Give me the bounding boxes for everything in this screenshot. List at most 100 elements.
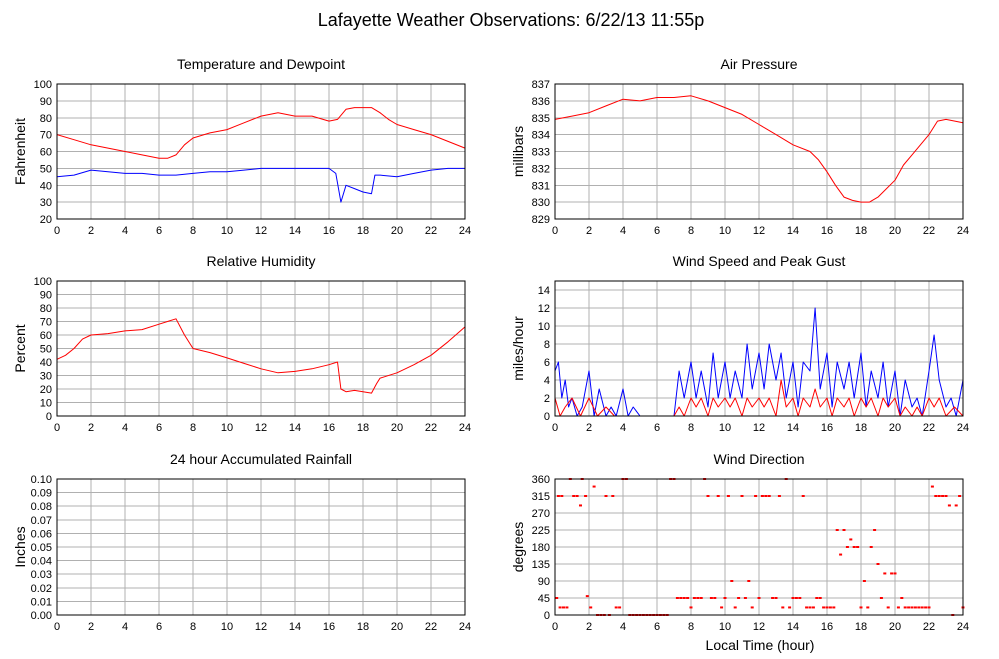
x-tick-label: 18	[357, 422, 369, 434]
x-tick-label: 16	[821, 225, 833, 237]
x-tick-label: 12	[753, 225, 765, 237]
direction-point	[944, 495, 948, 497]
y-tick-label: 100	[34, 276, 52, 288]
direction-point	[750, 606, 754, 609]
y-tick-label: 60	[40, 147, 52, 159]
y-tick-label: 12	[538, 303, 550, 315]
x-tick-label: 14	[787, 422, 799, 434]
y-tick-label: 831	[532, 180, 550, 192]
direction-point	[924, 606, 928, 609]
direction-point	[696, 597, 700, 599]
x-tick-label: 6	[654, 621, 660, 633]
y-tick-label: 0.00	[31, 610, 52, 622]
direction-point	[873, 529, 877, 531]
x-tick-label: 6	[156, 621, 162, 633]
direction-point	[733, 606, 737, 609]
x-tick-label: 8	[190, 225, 196, 237]
y-tick-label: 0.01	[31, 596, 52, 608]
y-tick-label: 0.08	[31, 501, 52, 513]
x-tick-label: 20	[889, 225, 901, 237]
x-tick-label: 18	[855, 422, 867, 434]
x-tick-label: 18	[855, 621, 867, 633]
direction-point	[849, 538, 853, 541]
direction-point	[811, 606, 815, 609]
y-tick-label: 40	[40, 357, 52, 369]
series-line-1	[56, 167, 465, 203]
direction-point	[947, 504, 951, 507]
panel-title: Air Pressure	[720, 56, 797, 72]
y-axis-label: Inches	[12, 526, 28, 567]
direction-point	[730, 580, 734, 582]
y-tick-label: 0.02	[31, 583, 52, 595]
x-tick-label: 6	[654, 225, 660, 237]
direction-point	[920, 606, 924, 609]
x-tick-label: 4	[620, 225, 626, 237]
x-tick-label: 2	[586, 225, 592, 237]
direction-point	[692, 597, 696, 599]
direction-point	[592, 485, 596, 488]
direction-point	[852, 546, 856, 548]
x-tick-label: 6	[156, 422, 162, 434]
direction-point	[791, 597, 795, 599]
y-tick-label: 20	[40, 214, 52, 226]
x-tick-label: 0	[54, 225, 60, 237]
y-tick-label: 0.06	[31, 528, 52, 540]
x-tick-label: 0	[54, 621, 60, 633]
y-tick-label: 0.03	[31, 569, 52, 581]
x-tick-label: 24	[957, 422, 969, 434]
direction-point	[859, 606, 863, 609]
y-tick-label: 10	[40, 398, 52, 410]
x-tick-label: 20	[391, 422, 403, 434]
x-tick-label: 0	[552, 621, 558, 633]
y-tick-label: 70	[40, 130, 52, 142]
y-tick-label: 836	[532, 96, 550, 108]
direction-point	[555, 597, 559, 599]
y-tick-label: 20	[40, 384, 52, 396]
direction-point	[845, 546, 849, 548]
x-tick-label: 20	[889, 422, 901, 434]
x-tick-label: 12	[753, 621, 765, 633]
x-tick-label: 8	[688, 621, 694, 633]
direction-point	[589, 606, 593, 609]
x-tick-label: 16	[323, 225, 335, 237]
direction-point	[699, 597, 703, 599]
direction-point	[774, 597, 778, 599]
plot-frame	[56, 83, 466, 220]
direction-point	[910, 606, 914, 609]
panel-title: Relative Humidity	[207, 253, 316, 269]
direction-point	[558, 606, 562, 609]
direction-point	[579, 504, 582, 507]
y-tick-label: 90	[40, 96, 52, 108]
y-tick-label: 315	[532, 491, 550, 503]
y-tick-label: 835	[532, 113, 550, 125]
x-tick-label: 6	[156, 225, 162, 237]
direction-point	[764, 495, 768, 497]
x-tick-label: 8	[688, 422, 694, 434]
x-tick-label: 0	[552, 225, 558, 237]
y-axis-label: degrees	[510, 522, 526, 573]
x-tick-label: 24	[459, 621, 471, 633]
direction-point	[723, 597, 727, 599]
direction-point	[879, 597, 883, 599]
y-tick-label: 100	[34, 79, 52, 91]
x-tick-label: 14	[289, 422, 301, 434]
x-tick-label: 22	[425, 225, 437, 237]
direction-point	[903, 606, 907, 609]
direction-point	[818, 597, 822, 599]
direction-point	[839, 553, 843, 556]
x-tick-label: 2	[88, 225, 94, 237]
direction-point	[679, 597, 683, 599]
y-tick-label: 10	[538, 321, 550, 333]
x-tick-label: 2	[88, 422, 94, 434]
x-tick-label: 0	[54, 422, 60, 434]
direction-point	[584, 495, 588, 497]
y-tick-label: 60	[40, 330, 52, 342]
figure-title: Lafayette Weather Observations: 6/22/13 …	[318, 10, 705, 30]
x-tick-label: 16	[821, 621, 833, 633]
x-tick-label: 24	[459, 422, 471, 434]
x-tick-label: 10	[719, 621, 731, 633]
y-tick-label: 829	[532, 214, 550, 226]
x-tick-label: 24	[957, 225, 969, 237]
